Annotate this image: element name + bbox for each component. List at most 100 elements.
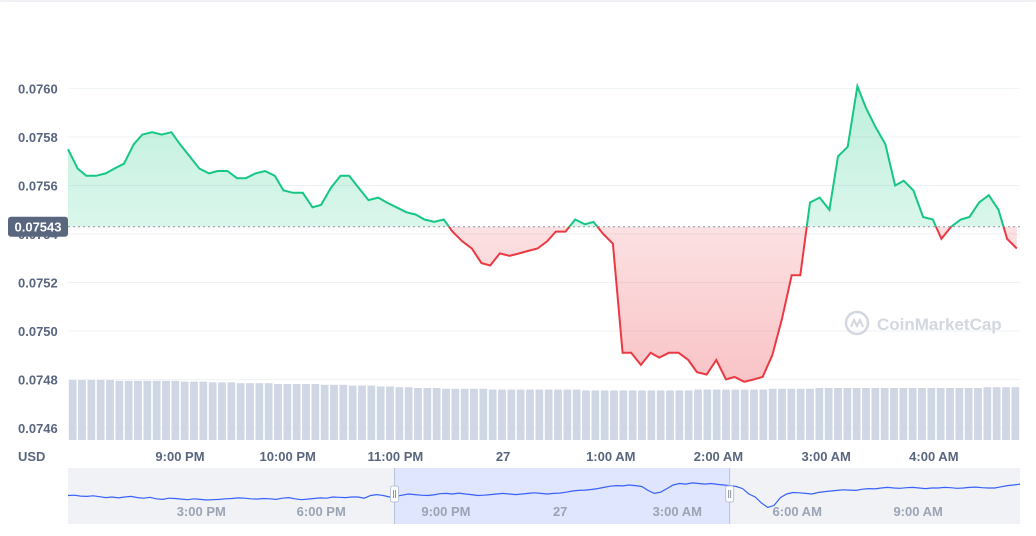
volume-bars bbox=[68, 380, 1020, 440]
volume-bar bbox=[610, 390, 618, 440]
volume-bar bbox=[834, 388, 842, 440]
volume-bar bbox=[572, 389, 581, 440]
y-axis: 0.07600.07580.07560.07540.07520.07500.07… bbox=[18, 82, 59, 436]
volume-bar bbox=[255, 383, 264, 440]
volume-bar bbox=[750, 389, 758, 440]
volume-bar bbox=[927, 388, 936, 440]
volume-bar bbox=[591, 390, 600, 440]
navigator-selection[interactable] bbox=[394, 468, 730, 524]
volume-bar bbox=[806, 388, 814, 440]
volume-bar bbox=[348, 385, 357, 440]
volume-bar bbox=[992, 387, 1001, 440]
volume-bar bbox=[376, 386, 385, 440]
volume-bar bbox=[899, 388, 908, 440]
volume-bar bbox=[647, 390, 656, 440]
y-tick-label: 0.0748 bbox=[18, 372, 58, 387]
volume-bar bbox=[246, 383, 254, 440]
volume-bar bbox=[171, 380, 180, 440]
navigator-tick-label: 9:00 PM bbox=[421, 504, 470, 519]
volume-bar bbox=[582, 390, 590, 440]
volume-bar bbox=[451, 388, 460, 440]
volume-bar bbox=[824, 388, 833, 440]
volume-bar bbox=[703, 389, 712, 440]
volume-bar bbox=[507, 389, 516, 440]
navigator-tick-label: 27 bbox=[553, 504, 567, 519]
volume-bar bbox=[871, 388, 880, 440]
volume-bar bbox=[124, 380, 133, 440]
volume-bar bbox=[106, 380, 114, 440]
volume-bar bbox=[516, 389, 525, 440]
volume-bar bbox=[796, 388, 805, 440]
x-tick-label: 10:00 PM bbox=[260, 449, 316, 464]
navigator-tick-label: 9:00 AM bbox=[893, 504, 942, 519]
volume-bar bbox=[563, 389, 572, 440]
x-tick-label: 9:00 PM bbox=[155, 449, 204, 464]
volume-bar bbox=[199, 381, 208, 440]
volume-bar bbox=[488, 389, 497, 440]
price-area-up bbox=[68, 86, 1017, 227]
volume-bar bbox=[955, 388, 964, 440]
y-tick-label: 0.0760 bbox=[18, 82, 58, 97]
volume-bar bbox=[68, 380, 77, 440]
volume-bar bbox=[554, 389, 562, 440]
volume-bar bbox=[227, 382, 236, 440]
volume-bar bbox=[936, 388, 945, 440]
volume-bar bbox=[983, 387, 992, 440]
volume-bar bbox=[974, 388, 982, 440]
range-navigator[interactable]: 3:00 PM 6:00 PM 9:00 PM 27 3:00 AM 6:00 AM 9:0… bbox=[67, 468, 1021, 524]
volume-bar bbox=[404, 387, 413, 440]
x-tick-label: 3:00 AM bbox=[801, 449, 850, 464]
price-line-up bbox=[67, 82, 1005, 227]
volume-bar bbox=[675, 390, 684, 440]
volume-bar bbox=[218, 382, 226, 440]
volume-bar bbox=[1002, 387, 1010, 440]
price-line-down bbox=[447, 226, 1018, 383]
volume-bar bbox=[87, 380, 96, 440]
volume-bar bbox=[526, 389, 534, 440]
volume-bar bbox=[880, 388, 889, 440]
price-area-down bbox=[448, 226, 1017, 382]
volume-bar bbox=[918, 388, 926, 440]
volume-bar bbox=[759, 389, 768, 440]
volume-bar bbox=[236, 383, 245, 440]
x-tick-label: 4:00 AM bbox=[909, 449, 958, 464]
volume-bar bbox=[180, 381, 189, 440]
volume-bar bbox=[1011, 387, 1020, 440]
volume-bar bbox=[684, 390, 693, 440]
volume-bar bbox=[460, 388, 469, 440]
volume-bar bbox=[535, 389, 544, 440]
navigator-left-handle[interactable] bbox=[390, 468, 400, 524]
watermark: CoinMarketCap bbox=[844, 310, 1002, 336]
y-tick-label: 0.0746 bbox=[18, 421, 58, 436]
volume-bar bbox=[712, 389, 721, 440]
x-tick-label: 27 bbox=[496, 449, 510, 464]
current-price-badge: 0.07543 bbox=[8, 216, 68, 237]
volume-bar bbox=[432, 388, 441, 440]
x-tick-label: 2:00 AM bbox=[694, 449, 743, 464]
navigator-right-handle[interactable] bbox=[725, 468, 735, 524]
volume-bar bbox=[358, 385, 366, 440]
coinmarketcap-logo-icon bbox=[844, 310, 870, 336]
volume-bar bbox=[740, 389, 749, 440]
volume-bar bbox=[367, 385, 376, 440]
navigator-tick-label: 6:00 PM bbox=[297, 504, 346, 519]
price-area bbox=[68, 86, 1017, 382]
volume-bar bbox=[694, 389, 702, 440]
volume-bar bbox=[395, 387, 404, 440]
top-left-bar bbox=[0, 0, 1036, 2]
navigator-tick-label: 3:00 AM bbox=[653, 504, 702, 519]
volume-bar bbox=[843, 388, 852, 440]
volume-bar bbox=[283, 384, 292, 440]
volume-bar bbox=[619, 390, 628, 440]
volume-bar bbox=[731, 389, 740, 440]
volume-bar bbox=[890, 388, 898, 440]
volume-bar bbox=[470, 388, 478, 440]
navigator-axis: 3:00 PM 6:00 PM 9:00 PM 27 3:00 AM 6:00 AM 9:0… bbox=[177, 504, 943, 519]
volume-bar bbox=[414, 388, 422, 440]
volume-bar bbox=[274, 384, 282, 440]
volume-bar bbox=[479, 388, 488, 440]
volume-bar bbox=[908, 388, 917, 440]
volume-bar bbox=[498, 389, 506, 440]
volume-bar bbox=[423, 388, 432, 440]
